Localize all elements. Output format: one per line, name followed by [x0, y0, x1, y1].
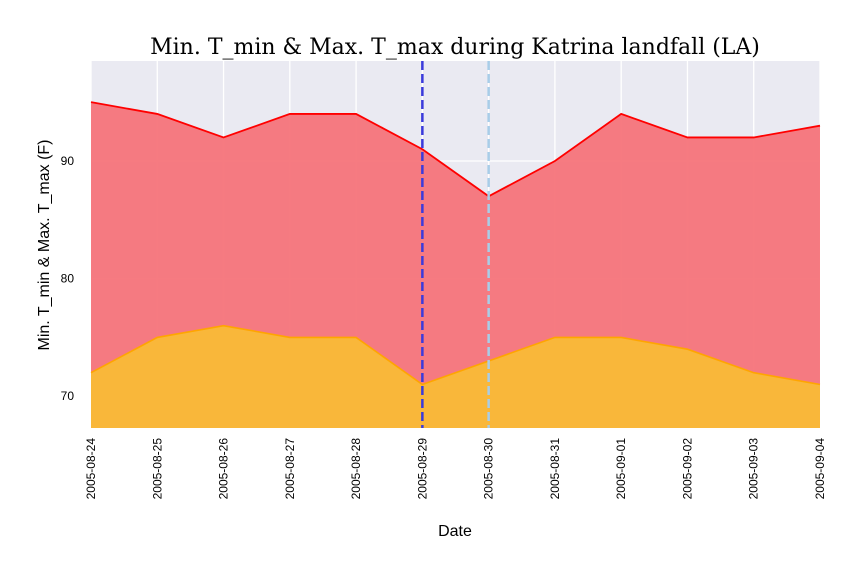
x-tick-label: 2005-08-27 [283, 438, 297, 500]
x-tick-label: 2005-08-30 [482, 438, 496, 500]
x-axis-label: Date [438, 523, 472, 540]
min-line [90, 324, 821, 386]
x-ticks: 2005-08-24 2005-08-25 2005-08-26 2005-08-27… [84, 438, 827, 500]
chart-title: Min. T_min & Max. T_max during Katrina l… [150, 35, 760, 60]
x-tick-label: 2005-08-31 [548, 438, 562, 500]
y-tick-label: 80 [61, 272, 75, 286]
y-ticks: 70 80 90 [61, 154, 75, 403]
y-tick-label: 90 [61, 154, 75, 168]
y-axis-label: Min. T_min & Max. T_max (F) [36, 140, 53, 351]
x-tick-label: 2005-09-04 [813, 438, 827, 500]
areas [90, 101, 821, 428]
x-tick-label: 2005-09-03 [747, 438, 761, 500]
x-tick-label: 2005-08-25 [150, 438, 164, 500]
x-tick-label: 2005-08-28 [349, 438, 363, 500]
x-tick-label: 2005-08-24 [84, 438, 98, 500]
max-line [90, 101, 821, 198]
x-tick-label: 2005-09-01 [614, 438, 628, 500]
min-area [91, 325, 820, 428]
x-tick-label: 2005-08-29 [415, 438, 429, 500]
y-tick-label: 70 [61, 389, 75, 403]
max-area [91, 102, 820, 385]
x-tick-label: 2005-09-02 [680, 438, 694, 500]
vertical-lines [421, 61, 490, 428]
x-tick-label: 2005-08-26 [217, 438, 231, 500]
